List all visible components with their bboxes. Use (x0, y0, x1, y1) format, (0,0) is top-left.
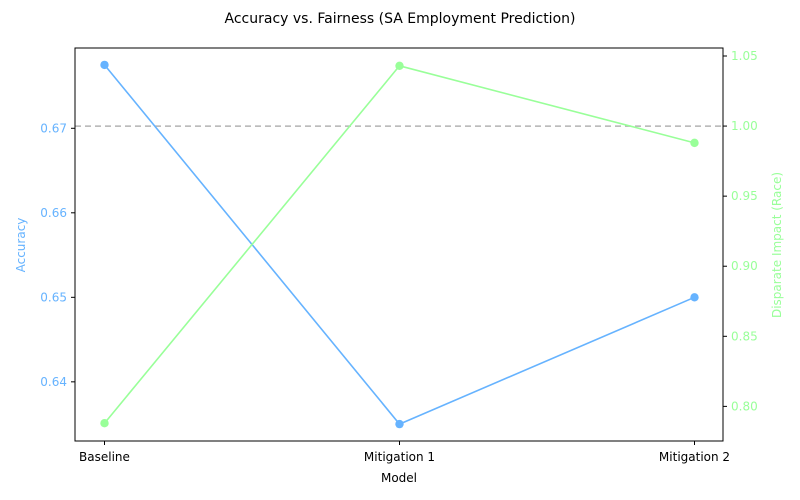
x-tick-label: Baseline (79, 450, 130, 464)
y-axis-right-label: Disparate Impact (Race) (770, 172, 784, 318)
y-axis-left-label: Accuracy (14, 218, 28, 273)
x-tick-label: Mitigation 1 (364, 450, 435, 464)
y-right-tick-label: 1.05 (731, 49, 758, 63)
chart-title: Accuracy vs. Fairness (SA Employment Pre… (225, 11, 576, 27)
x-axis: Baseline Mitigation 1 Mitigation 2 (79, 441, 730, 464)
plot-frame (74, 47, 724, 442)
x-axis-label: Model (381, 471, 417, 485)
series-layer (100, 60, 699, 429)
y-right-tick-label: 0.95 (731, 189, 758, 203)
y-right-tick-label: 1.00 (731, 119, 758, 133)
data-point-disparate-impact (690, 138, 699, 148)
data-point-accuracy (690, 293, 699, 302)
series-line-disparate-impact (103, 64, 695, 424)
y-axis-right: 0.80 0.85 0.90 0.95 1.00 1.05 (723, 49, 758, 413)
data-point-accuracy (395, 419, 404, 429)
data-point-disparate-impact (100, 419, 109, 428)
y-right-tick-label: 0.90 (731, 259, 758, 273)
y-left-tick-label: 0.67 (40, 121, 67, 135)
y-left-tick-label: 0.64 (40, 375, 67, 389)
y-left-tick-label: 0.66 (40, 206, 67, 220)
y-right-tick-label: 0.80 (731, 399, 758, 413)
x-tick-label: Mitigation 2 (659, 450, 730, 464)
data-point-disparate-impact (395, 61, 404, 70)
data-point-accuracy (100, 60, 109, 70)
y-right-tick-label: 0.85 (731, 329, 758, 343)
y-left-tick-label: 0.65 (40, 290, 67, 304)
y-axis-left: 0.64 0.65 0.66 0.67 (40, 121, 75, 389)
series-line-accuracy (103, 64, 695, 426)
